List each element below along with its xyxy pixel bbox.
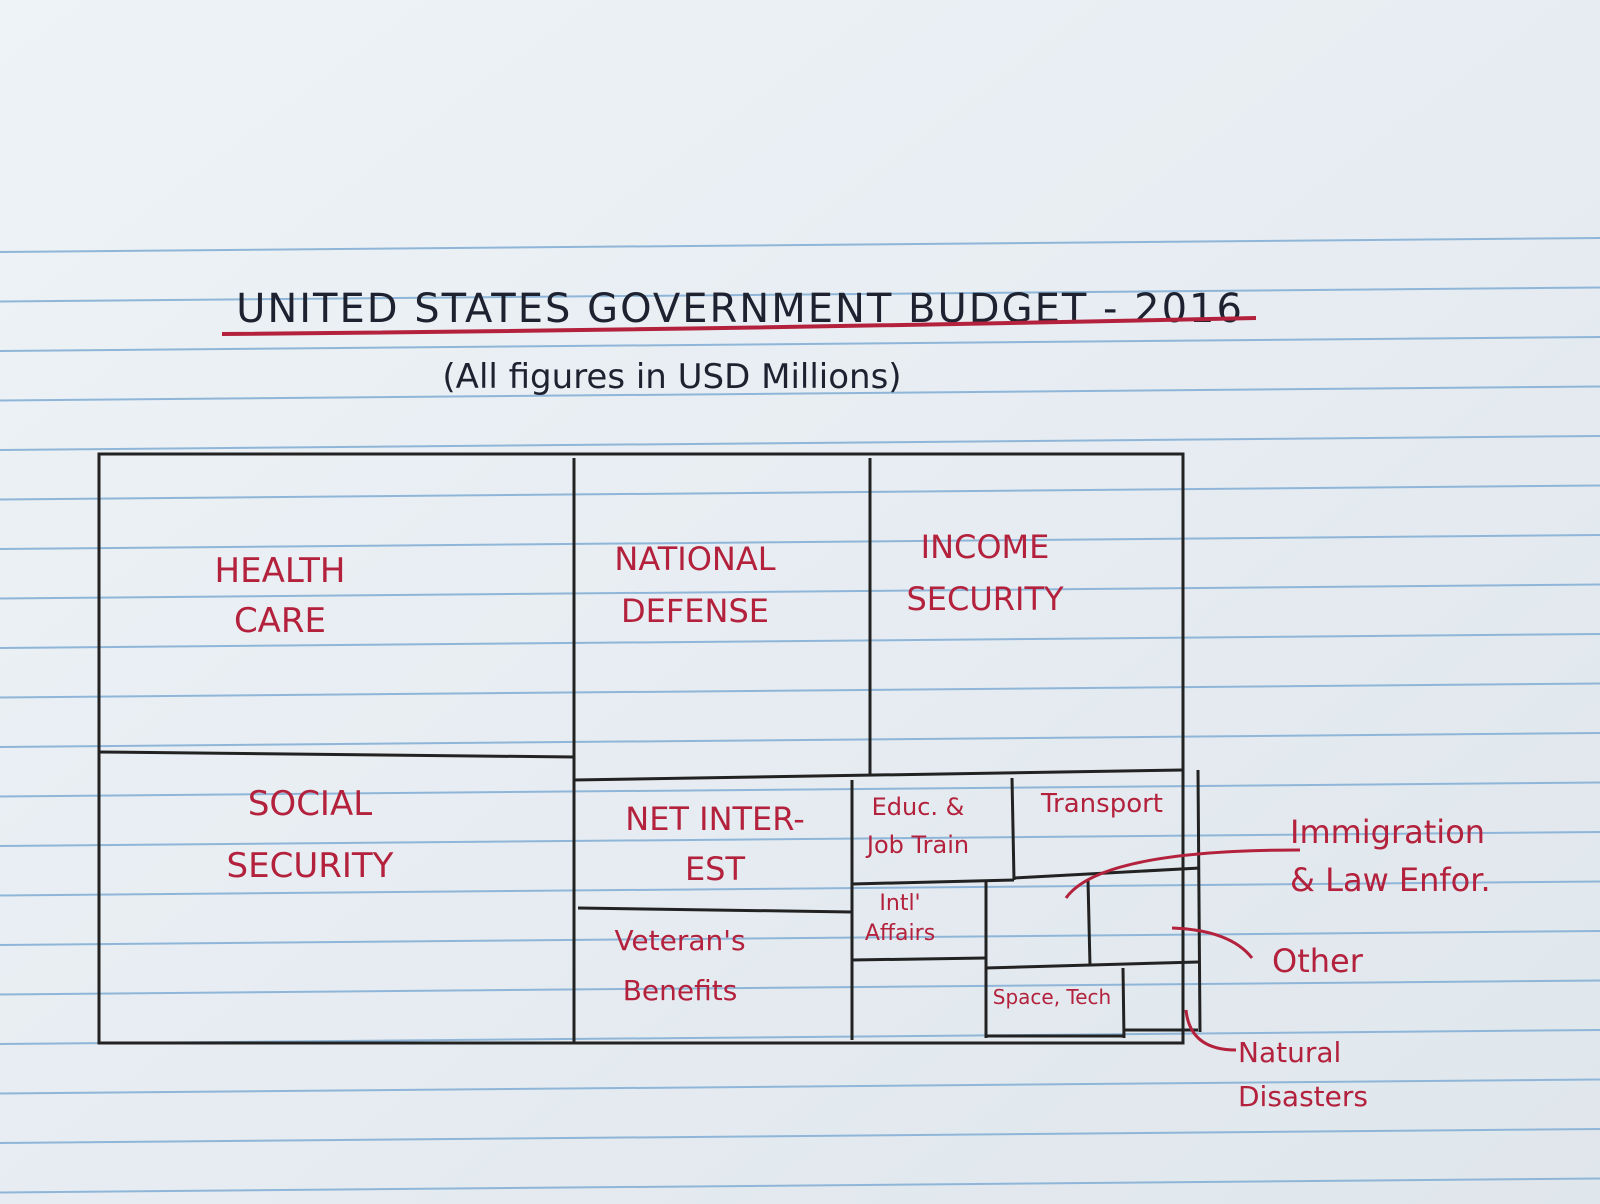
label-line: HEALTH (215, 551, 346, 591)
label-line: Educ. & (872, 793, 965, 821)
leader (1171, 926, 1254, 959)
divider (1010, 777, 1016, 881)
ruled-line (0, 781, 1600, 798)
ruled-line (0, 930, 1600, 946)
treemap (97, 452, 1202, 1045)
label-line: & Law Enfor. (1290, 861, 1491, 899)
node-label: NATIONAL DEFENSE (614, 540, 775, 630)
node-label: Educ. & Job Train (865, 793, 969, 859)
label-line: CARE (234, 601, 326, 641)
node-label: Intl' Affairs (865, 891, 935, 946)
ruled-line (0, 1128, 1600, 1144)
node-label: NET INTER- EST (625, 800, 805, 888)
label-line: Benefits (623, 974, 738, 1007)
label-line: NATIONAL (614, 540, 775, 578)
ruled-lines (0, 237, 1600, 1194)
ruled-line (0, 336, 1600, 352)
node-label: SOCIAL SECURITY (227, 784, 394, 886)
label-line: Job Train (865, 831, 969, 859)
label-line: Affairs (865, 921, 935, 946)
leader (1064, 848, 1301, 899)
label-line: INCOME (921, 528, 1050, 566)
label-line: Transport (1040, 789, 1163, 819)
node-label: Veteran's Benefits (614, 924, 745, 1007)
label-line: Space, Tech (993, 985, 1111, 1009)
node-label: HEALTH CARE (215, 551, 346, 641)
title: UNITED STATES GOVERNMENT BUDGET - 2016 (236, 286, 1244, 332)
divider (1121, 967, 1126, 1039)
divider (98, 750, 575, 759)
ruled-line (0, 1177, 1600, 1194)
divider (985, 960, 1199, 970)
ruled-line (0, 732, 1600, 748)
ruled-line (0, 534, 1600, 550)
callout-label: Other (1272, 942, 1364, 980)
label-line: DEFENSE (621, 592, 769, 630)
ruled-line (0, 633, 1600, 649)
divider (577, 906, 853, 914)
label-line: Veteran's (614, 924, 745, 957)
label-line: Immigration (1290, 813, 1485, 851)
divider (851, 956, 987, 962)
label-line: NET INTER- (625, 800, 805, 838)
ruled-line (0, 435, 1600, 451)
ruled-line (0, 385, 1600, 402)
node-label: INCOME SECURITY (906, 528, 1064, 618)
title-underline (221, 316, 1257, 336)
ruled-line (0, 880, 1600, 897)
ruled-line (0, 583, 1600, 600)
divider (573, 768, 1184, 782)
subtitle: (All figures in USD Millions) (442, 357, 901, 397)
node-label: Transport (1040, 789, 1163, 819)
callout-leaders (1064, 848, 1301, 1052)
leader (1184, 1009, 1237, 1052)
label-line: SECURITY (227, 846, 394, 886)
label-line: EST (685, 850, 746, 888)
callout-label: Natural Disasters (1238, 1036, 1368, 1113)
label-line: Other (1272, 942, 1364, 980)
ruled-line (0, 286, 1600, 303)
divider (1086, 879, 1092, 967)
divider (1013, 866, 1201, 880)
label-line: Natural (1238, 1036, 1341, 1069)
divider (1196, 769, 1202, 1033)
label-line: Disasters (1238, 1080, 1368, 1113)
label-line: SOCIAL (248, 784, 372, 824)
ruled-line (0, 484, 1600, 501)
outer-box (97, 452, 1185, 1045)
callout-label: Immigration & Law Enfor. (1290, 813, 1491, 899)
ruled-line (0, 831, 1600, 847)
ruled-line (0, 1078, 1600, 1095)
ruled-line (0, 682, 1600, 699)
label-line: Intl' (879, 891, 920, 916)
label-line: SECURITY (906, 580, 1064, 618)
node-label: Space, Tech (993, 985, 1111, 1009)
ruled-line (0, 979, 1600, 996)
ruled-line (0, 237, 1600, 253)
labels: HEALTH CARE SOCIAL SECURITY NATIONAL DEFENSE I… (215, 528, 1491, 1113)
